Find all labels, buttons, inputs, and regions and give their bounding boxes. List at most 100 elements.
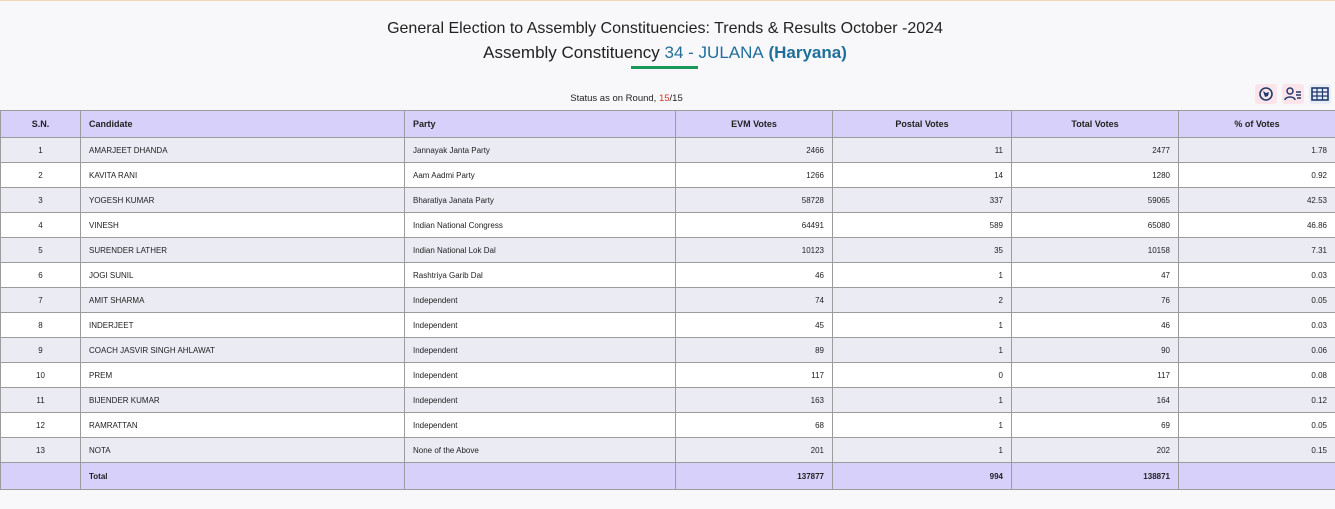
- table-cell: 10158: [1011, 237, 1179, 263]
- table-cell: 1: [832, 312, 1012, 338]
- table-row: 3 YOGESH KUMAR Bharatiya Janata Party 58728…: [0, 187, 1335, 213]
- table-cell: 117: [1011, 362, 1179, 388]
- table-cell: 0: [832, 362, 1012, 388]
- table-cell: 0.06: [1178, 337, 1335, 363]
- table-cell: INDERJEET: [80, 312, 405, 338]
- state: (Haryana): [768, 43, 847, 62]
- total-row: Total 137877 994 138871: [0, 462, 1335, 490]
- table-cell: 1.78: [1178, 137, 1335, 163]
- table-cell: 1: [832, 387, 1012, 413]
- table-row: 12 RAMRATTAN Independent 68 1 69 0.05: [0, 412, 1335, 438]
- table-cell: [0, 462, 81, 490]
- table-cell: None of the Above: [404, 437, 676, 463]
- table-cell: JOGI SUNIL: [80, 262, 405, 288]
- table-cell: 337: [832, 187, 1012, 213]
- table-cell: Independent: [404, 287, 676, 313]
- table-cell: 90: [1011, 337, 1179, 363]
- status: Status as on Round, 15/15: [0, 93, 1253, 104]
- table-cell: 11: [0, 387, 81, 413]
- table-cell: Independent: [404, 312, 676, 338]
- table-cell: 2477: [1011, 137, 1179, 163]
- table-cell: 14: [832, 162, 1012, 188]
- table-cell: Independent: [404, 337, 676, 363]
- status-round: 15: [658, 93, 670, 104]
- table-cell: Aam Aadmi Party: [404, 162, 676, 188]
- table-row: 4 VINESH Indian National Congress 64491 589 6…: [0, 212, 1335, 238]
- table-row: 9 COACH JASVIR SINGH AHLAWAT Independent 89…: [0, 337, 1335, 363]
- table-cell: 35: [832, 237, 1012, 263]
- table-cell: YOGESH KUMAR: [80, 187, 405, 213]
- table-cell: AMARJEET DHANDA: [80, 137, 405, 163]
- table-cell: 46: [675, 262, 833, 288]
- total-cell: 994: [832, 462, 1012, 490]
- table-cell: Independent: [404, 412, 676, 438]
- table-cell: 0.03: [1178, 262, 1335, 288]
- table-row: 5 SURENDER LATHER Indian National Lok Dal 1…: [0, 237, 1335, 263]
- total-cell: 137877: [675, 462, 833, 490]
- table-cell: 0.08: [1178, 362, 1335, 388]
- column-header: S.N.: [0, 110, 81, 138]
- table-cell: 0.05: [1178, 412, 1335, 438]
- column-header: % of Votes: [1178, 110, 1335, 138]
- table-row: 6 JOGI SUNIL Rashtriya Garib Dal 46 1 47 0.03: [0, 262, 1335, 288]
- table-cell: 2: [0, 162, 81, 188]
- table-cell: 117: [675, 362, 833, 388]
- table-cell: 45: [675, 312, 833, 338]
- table-cell: 59065: [1011, 187, 1179, 213]
- subtitle-label: Assembly Constituency: [483, 43, 660, 62]
- table-cell: 1266: [675, 162, 833, 188]
- table-cell: 47: [1011, 262, 1179, 288]
- table-cell: 10: [0, 362, 81, 388]
- table-cell: Rashtriya Garib Dal: [404, 262, 676, 288]
- header-row: S.N. Candidate Party EVM Votes Postal Votes T…: [0, 110, 1335, 138]
- table-cell: 10123: [675, 237, 833, 263]
- table-cell: 58728: [675, 187, 833, 213]
- table-cell: 4: [0, 212, 81, 238]
- table-cell: 2: [832, 287, 1012, 313]
- table-cell: Indian National Congress: [404, 212, 676, 238]
- table-cell: 202: [1011, 437, 1179, 463]
- total-label: Total: [80, 462, 405, 490]
- table-cell: 3: [0, 187, 81, 213]
- table-row: 1 AMARJEET DHANDA Jannayak Janta Party 2466…: [0, 137, 1335, 163]
- table-cell: 589: [832, 212, 1012, 238]
- table-cell: Bharatiya Janata Party: [404, 187, 676, 213]
- table-cell: 0.05: [1178, 287, 1335, 313]
- table-cell: Independent: [404, 362, 676, 388]
- table-cell: 68: [675, 412, 833, 438]
- table-cell: 0.92: [1178, 162, 1335, 188]
- status-of: /15: [669, 93, 683, 104]
- table-cell: 201: [675, 437, 833, 463]
- table-row: 7 AMIT SHARMA Independent 74 2 76 0.05: [0, 287, 1335, 313]
- table-cell: 7.31: [1178, 237, 1335, 263]
- column-header: Postal Votes: [832, 110, 1012, 138]
- column-header: Party: [404, 110, 676, 138]
- candidate-icon[interactable]: [1282, 84, 1304, 104]
- table-cell: 1: [0, 137, 81, 163]
- table-cell: 8: [0, 312, 81, 338]
- table-cell: [404, 462, 676, 490]
- table-cell: 6: [0, 262, 81, 288]
- table-cell: 1280: [1011, 162, 1179, 188]
- map-icon[interactable]: [1255, 84, 1277, 104]
- table-icon[interactable]: [1309, 84, 1331, 104]
- table-cell: 46.86: [1178, 212, 1335, 238]
- table-cell: 2466: [675, 137, 833, 163]
- table-cell: 69: [1011, 412, 1179, 438]
- table-cell: 9: [0, 337, 81, 363]
- table-cell: 5: [0, 237, 81, 263]
- table-cell: 0.15: [1178, 437, 1335, 463]
- table-cell: 13: [0, 437, 81, 463]
- table-cell: 7: [0, 287, 81, 313]
- title: General Election to Assembly Constituenc…: [387, 20, 943, 37]
- table-cell: SURENDER LATHER: [80, 237, 405, 263]
- table-cell: COACH JASVIR SINGH AHLAWAT: [80, 337, 405, 363]
- table-cell: AMIT SHARMA: [80, 287, 405, 313]
- table-cell: Indian National Lok Dal: [404, 237, 676, 263]
- table-cell: 0.12: [1178, 387, 1335, 413]
- table-cell: VINESH: [80, 212, 405, 238]
- table-cell: 1: [832, 262, 1012, 288]
- table-cell: 76: [1011, 287, 1179, 313]
- underline: [631, 66, 698, 69]
